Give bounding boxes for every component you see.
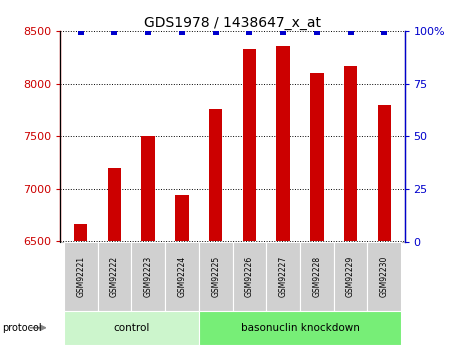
Text: GSM92229: GSM92229 xyxy=(346,255,355,297)
Bar xyxy=(300,241,334,310)
Bar xyxy=(367,241,401,310)
Bar xyxy=(131,241,165,310)
Bar xyxy=(232,241,266,310)
Bar xyxy=(108,168,121,241)
Text: GSM92228: GSM92228 xyxy=(312,255,321,297)
Bar xyxy=(378,105,391,241)
Text: GSM92222: GSM92222 xyxy=(110,255,119,297)
Bar xyxy=(276,46,290,242)
Bar xyxy=(310,73,324,242)
Bar xyxy=(98,241,131,310)
Text: GSM92226: GSM92226 xyxy=(245,255,254,297)
Text: GSM92225: GSM92225 xyxy=(211,255,220,297)
Bar xyxy=(266,241,300,310)
Text: control: control xyxy=(113,323,149,333)
Title: GDS1978 / 1438647_x_at: GDS1978 / 1438647_x_at xyxy=(144,16,321,30)
Bar xyxy=(175,195,189,242)
Bar xyxy=(64,241,98,310)
Text: GSM92230: GSM92230 xyxy=(380,255,389,297)
Bar xyxy=(209,109,222,242)
Text: GSM92223: GSM92223 xyxy=(144,255,153,297)
Text: basonuclin knockdown: basonuclin knockdown xyxy=(240,323,359,333)
Bar xyxy=(74,224,87,241)
Bar xyxy=(165,241,199,310)
Bar xyxy=(141,136,155,242)
Bar xyxy=(334,241,367,310)
Bar xyxy=(199,310,401,345)
Bar xyxy=(199,241,232,310)
Text: GSM92227: GSM92227 xyxy=(279,255,288,297)
Bar xyxy=(243,49,256,242)
Text: GSM92224: GSM92224 xyxy=(177,255,186,297)
Text: GSM92221: GSM92221 xyxy=(76,255,85,297)
Bar xyxy=(64,310,199,345)
Text: protocol: protocol xyxy=(2,323,42,333)
Bar xyxy=(344,66,357,241)
